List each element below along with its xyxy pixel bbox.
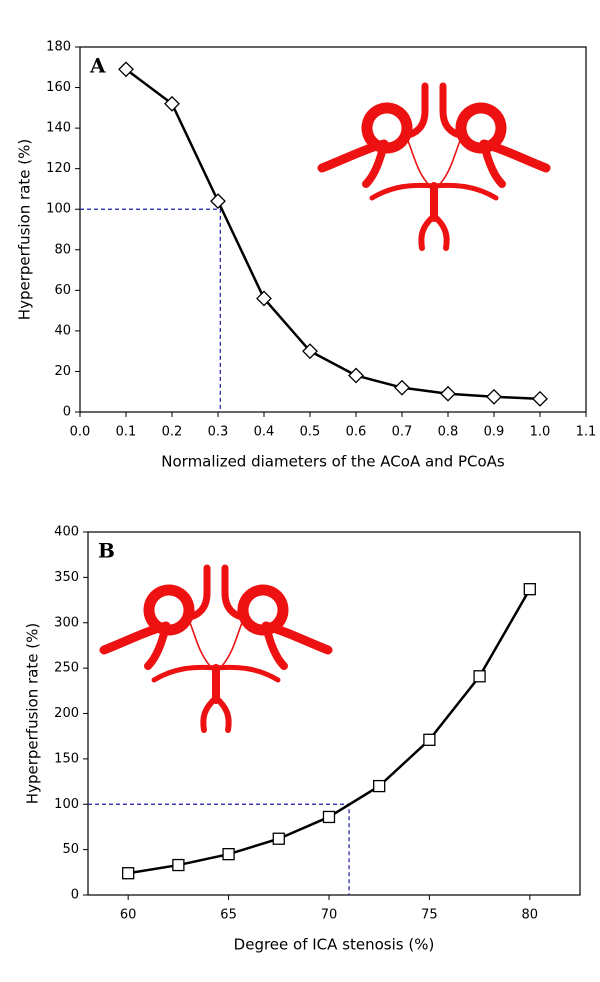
marker bbox=[256, 290, 272, 307]
marker bbox=[523, 583, 536, 596]
x-tick-label: 0.3 bbox=[208, 425, 229, 440]
marker bbox=[164, 95, 180, 112]
x-tick-label: 0.6 bbox=[346, 425, 367, 440]
marker bbox=[440, 385, 456, 402]
artery-illustration bbox=[322, 86, 546, 248]
y-tick-label: 300 bbox=[54, 615, 79, 630]
marker bbox=[486, 388, 502, 405]
y-tick-label: 100 bbox=[54, 797, 79, 812]
data-line bbox=[127, 588, 531, 875]
panel-label: B bbox=[98, 539, 115, 563]
y-tick-label: 120 bbox=[46, 161, 71, 176]
marker bbox=[532, 390, 548, 407]
x-tick-label: 1.0 bbox=[530, 425, 551, 440]
x-tick-label: 0.0 bbox=[70, 425, 91, 440]
y-tick-label: 40 bbox=[54, 323, 71, 338]
marker bbox=[122, 867, 135, 880]
reference-line bbox=[80, 208, 221, 412]
x-tick-label: 0.8 bbox=[438, 425, 459, 440]
y-tick-label: 60 bbox=[54, 283, 71, 298]
x-tick-label: 0.5 bbox=[300, 425, 321, 440]
x-tick-label: 0.1 bbox=[116, 425, 137, 440]
plot-frame bbox=[79, 46, 587, 413]
x-tick-label: 0.7 bbox=[392, 425, 413, 440]
y-tick-label: 100 bbox=[46, 202, 71, 217]
marker bbox=[118, 61, 134, 78]
y-tick-label: 200 bbox=[54, 706, 79, 721]
marker bbox=[272, 832, 285, 845]
y-tick-label: 250 bbox=[54, 661, 79, 676]
data-line bbox=[125, 68, 541, 401]
y-tick-label: 180 bbox=[46, 40, 71, 55]
y-tick-label: 0 bbox=[71, 888, 79, 903]
y-tick-label: 20 bbox=[54, 364, 71, 379]
marker bbox=[423, 733, 436, 746]
panel-label: A bbox=[89, 54, 106, 78]
marker bbox=[373, 779, 386, 793]
marker bbox=[302, 343, 318, 360]
y-tick-label: 160 bbox=[46, 80, 71, 95]
x-axis-title: Normalized diameters of the ACoA and PCo… bbox=[161, 453, 505, 471]
marker bbox=[222, 848, 235, 861]
y-tick-label: 150 bbox=[54, 751, 79, 766]
y-axis-title: Hyperperfusion rate (%) bbox=[24, 623, 42, 804]
marker bbox=[172, 858, 185, 872]
marker bbox=[210, 193, 226, 210]
y-tick-label: 140 bbox=[46, 121, 71, 136]
y-tick-label: 80 bbox=[54, 242, 71, 257]
y-tick-label: 350 bbox=[54, 570, 79, 585]
x-tick-label: 60 bbox=[120, 908, 137, 923]
artery-illustration bbox=[104, 568, 328, 730]
y-axis-title: Hyperperfusion rate (%) bbox=[16, 139, 34, 320]
x-axis-title: Degree of ICA stenosis (%) bbox=[234, 936, 435, 954]
x-tick-label: 0.9 bbox=[484, 425, 505, 440]
marker bbox=[348, 367, 364, 384]
x-tick-label: 75 bbox=[421, 908, 438, 923]
y-tick-label: 400 bbox=[54, 525, 79, 540]
x-tick-label: 70 bbox=[321, 908, 338, 923]
x-tick-label: 65 bbox=[220, 908, 237, 923]
y-tick-label: 50 bbox=[62, 842, 79, 857]
marker bbox=[394, 379, 410, 396]
reference-line bbox=[88, 803, 350, 895]
marker bbox=[473, 670, 486, 683]
x-tick-label: 0.4 bbox=[254, 425, 275, 440]
x-tick-label: 80 bbox=[522, 908, 539, 923]
y-tick-label: 0 bbox=[63, 405, 71, 420]
x-tick-label: 0.2 bbox=[162, 425, 183, 440]
marker bbox=[322, 810, 336, 824]
x-tick-label: 1.1 bbox=[576, 425, 597, 440]
